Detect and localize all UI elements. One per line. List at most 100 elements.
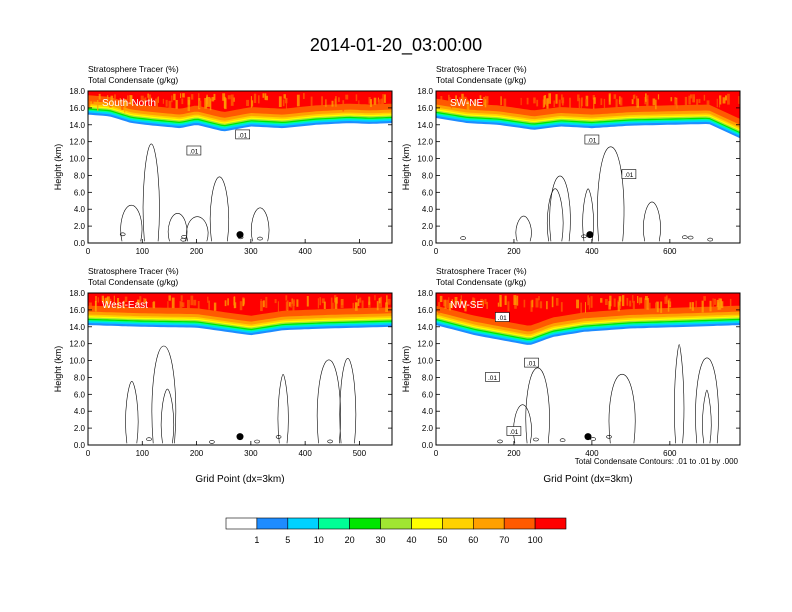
tracer-streak	[609, 295, 612, 307]
condensate-contour	[181, 235, 187, 239]
tracer-streak	[546, 301, 548, 310]
contour-label-box	[186, 145, 202, 156]
tracer-streak	[156, 97, 158, 107]
y-axis-label: Height (km)	[53, 346, 63, 393]
tracer-streak	[342, 100, 345, 112]
variable-label: Total Condensate (g/kg)	[436, 75, 526, 85]
tracer-streak	[230, 94, 234, 106]
tracer-streak	[352, 302, 355, 314]
tracer-streak	[638, 297, 642, 304]
tracer-streak	[729, 298, 732, 309]
tracer-streak	[288, 302, 291, 307]
y-tick-label: 16.0	[417, 104, 433, 113]
tracer-streak	[460, 295, 462, 304]
tracer-streak	[440, 96, 443, 104]
y-tick-label: 18.0	[417, 289, 433, 298]
condensate-contour	[674, 344, 685, 444]
colorbar-swatch	[380, 517, 412, 530]
tracer-streak	[198, 100, 202, 108]
tracer-streak	[451, 299, 453, 309]
tracer-streak	[332, 302, 334, 311]
tracer-streak	[378, 297, 381, 304]
figure-title: 2014-01-20_03:00:00	[310, 35, 482, 56]
condensate-contour	[167, 212, 188, 242]
tracer-streak	[450, 98, 453, 109]
variable-label: Stratosphere Tracer (%)	[88, 64, 179, 74]
tracer-streak	[684, 96, 688, 108]
tracer-streak	[113, 295, 115, 307]
tracer-streak	[168, 295, 171, 301]
tracer-streak	[703, 296, 706, 301]
condensate-contour	[687, 235, 694, 240]
tracer-streak	[376, 301, 379, 311]
x-tick-label: 200	[190, 449, 204, 458]
tracer-streak	[168, 100, 172, 109]
tracer-streak	[277, 301, 279, 314]
y-tick-label: 10.0	[417, 155, 433, 164]
tracer-streak	[482, 300, 484, 307]
tracer-streak	[712, 298, 714, 307]
location-marker	[236, 433, 244, 441]
tracer-streak	[233, 296, 236, 309]
tracer-streak	[542, 99, 544, 109]
x-tick-label: 100	[136, 247, 150, 256]
x-tick-label: 300	[244, 449, 258, 458]
tracer-streak	[709, 300, 712, 312]
tracer-streak	[227, 298, 229, 306]
contour-label: .01	[587, 138, 596, 145]
colorbar-label: 50	[437, 535, 447, 545]
tracer-streak	[345, 94, 349, 100]
tracer-streak	[706, 100, 710, 105]
tracer-streak	[725, 95, 727, 101]
tracer-streak	[535, 298, 539, 308]
colorbar-label: 70	[499, 535, 509, 545]
panel-label: SW-NE	[450, 98, 483, 109]
variable-label: Total Condensate (g/kg)	[88, 75, 178, 85]
tracer-streak	[106, 296, 110, 304]
x-axis-label: Grid Point (dx=3km)	[195, 474, 284, 485]
condensate-contour	[581, 234, 587, 239]
tracer-streak	[698, 98, 701, 103]
y-tick-label: 16.0	[69, 306, 85, 315]
tracer-streak	[454, 297, 458, 305]
colorbar-label: 10	[314, 535, 324, 545]
tracer-streak	[617, 301, 620, 312]
x-tick-label: 500	[353, 247, 367, 256]
condensate-contour	[277, 373, 289, 444]
tracer-streak	[258, 95, 260, 104]
tracer-streak	[608, 301, 611, 310]
tracer-streak	[175, 100, 178, 109]
tracer-streak	[646, 298, 649, 310]
colorbar-swatch	[503, 517, 536, 530]
tracer-streak	[380, 296, 382, 308]
colorbar-swatch	[318, 517, 350, 530]
y-axis-label: Height (km)	[53, 144, 63, 191]
plot-frame	[435, 292, 741, 446]
y-tick-label: 6.0	[74, 390, 86, 399]
tracer-streak	[455, 95, 457, 105]
tracer-streak	[167, 301, 169, 308]
colorbar-swatch	[534, 517, 567, 530]
x-tick-label: 0	[434, 247, 439, 256]
tracer-streak	[181, 98, 184, 105]
tracer-streak	[152, 302, 154, 308]
contour-label-box	[494, 312, 510, 322]
panel-2: Stratosphere Tracer (%)Total Condensate …	[401, 64, 741, 256]
tracer-streak	[466, 100, 470, 112]
y-tick-label: 10.0	[69, 155, 85, 164]
condensate-contour	[257, 236, 263, 241]
colorbar-label: 5	[285, 535, 290, 545]
tracer-streak	[605, 299, 608, 305]
tracer-streak	[507, 301, 510, 312]
contour-label-box	[235, 129, 250, 140]
colorbar-swatch	[287, 517, 319, 530]
tracer-streak	[191, 94, 194, 100]
panel-label: West-East	[102, 300, 148, 311]
tracer-streak	[632, 95, 635, 100]
colorbar-swatch	[411, 517, 443, 530]
tracer-streak	[321, 96, 323, 107]
condensate-contour	[275, 435, 282, 439]
tracer-streak	[555, 94, 558, 104]
tracer-streak	[448, 94, 450, 103]
y-tick-label: 18.0	[69, 87, 85, 96]
